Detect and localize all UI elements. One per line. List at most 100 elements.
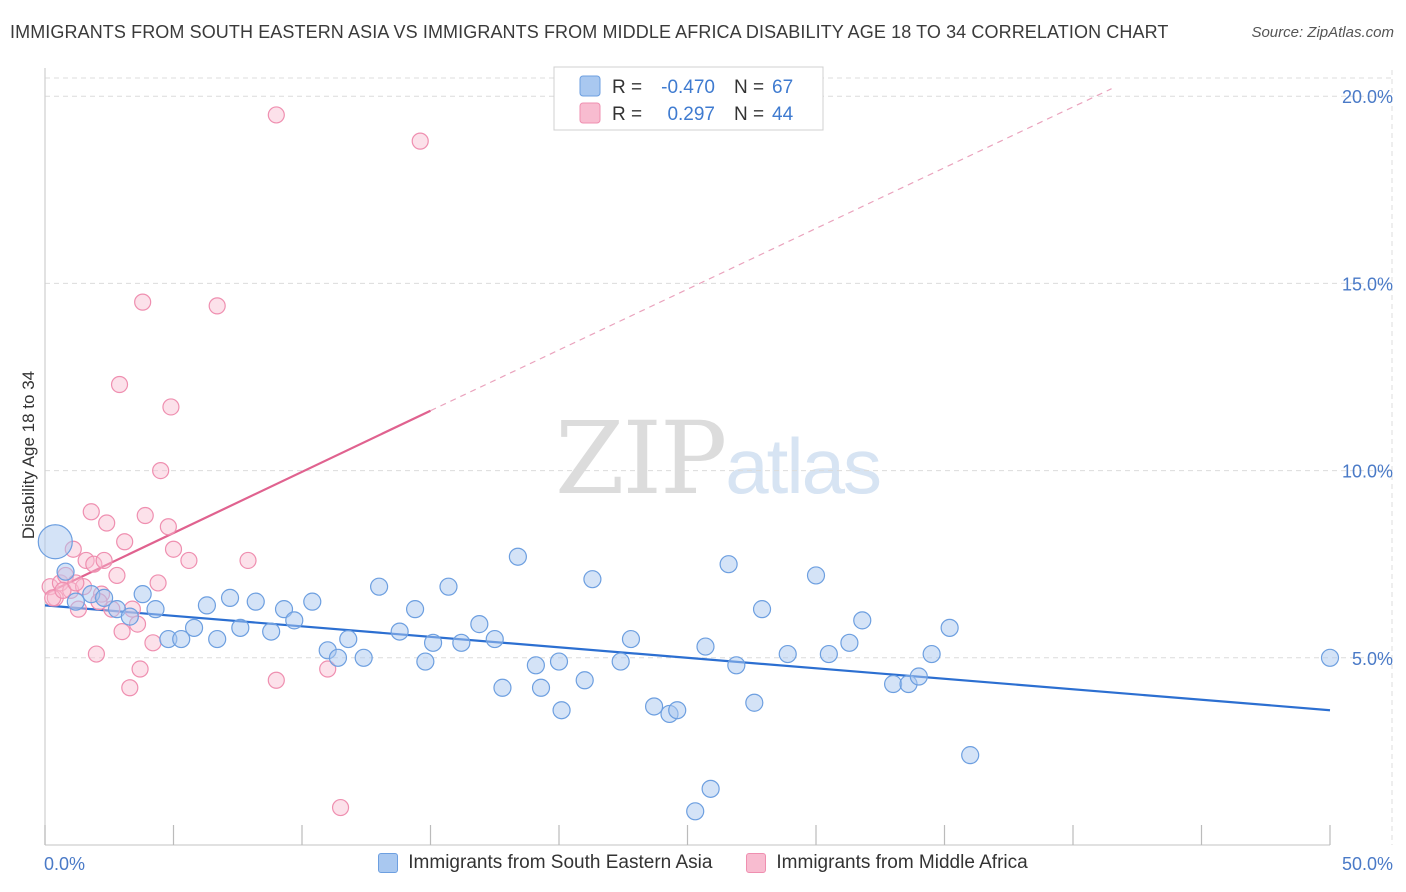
point-south-eastern-asia-29: [423, 633, 443, 652]
point-middle-africa-42: [67, 574, 85, 592]
point-south-eastern-asia-51: [727, 656, 746, 675]
point-south-eastern-asia-4: [95, 588, 114, 607]
point-middle-africa-27: [149, 574, 167, 592]
legend-r-label-blue: R =: [612, 77, 642, 98]
point-middle-africa-19: [116, 533, 134, 551]
point-middle-africa-14: [98, 514, 116, 532]
point-south-eastern-asia-30: [439, 577, 458, 596]
point-south-eastern-asia-38: [549, 652, 569, 671]
point-south-eastern-asia-46: [668, 701, 687, 720]
point-middle-africa-28: [152, 462, 170, 480]
point-south-eastern-asia-52: [745, 693, 764, 712]
point-south-eastern-asia-23: [339, 629, 358, 649]
point-south-eastern-asia-48: [696, 637, 715, 656]
point-south-eastern-asia-41: [583, 570, 602, 589]
point-south-eastern-asia-42: [611, 652, 630, 671]
x-tick-label-0: 0.0%: [44, 854, 85, 874]
point-south-eastern-asia-22: [328, 648, 348, 667]
y-tick-label-2: 15.0%: [1342, 274, 1393, 294]
legend-n-label-blue: N =: [734, 77, 764, 98]
point-south-eastern-asia-25: [370, 577, 389, 596]
point-south-eastern-asia-57: [840, 633, 859, 652]
watermark-zip: ZIP: [555, 400, 727, 517]
trend-line-middle-africa-extension: [430, 88, 1112, 412]
point-south-eastern-asia-39: [552, 701, 571, 720]
point-south-eastern-asia-1: [56, 562, 75, 581]
point-middle-africa-0: [41, 578, 59, 596]
point-middle-africa-16: [108, 566, 126, 585]
point-south-eastern-asia-27: [405, 600, 425, 619]
y-tick-label-1: 10.0%: [1342, 462, 1393, 482]
point-middle-africa-38: [331, 798, 350, 817]
source-label: Source: ZipAtlas.com: [1251, 24, 1394, 41]
points-middle-africa: [41, 106, 429, 817]
x-tick-label-1: 50.0%: [1342, 854, 1393, 874]
point-middle-africa-9: [82, 503, 100, 521]
point-south-eastern-asia-24: [354, 648, 373, 667]
point-south-eastern-asia-40: [575, 671, 594, 690]
point-south-eastern-asia-18: [274, 600, 294, 619]
y-axis-title: Disability Age 18 to 34: [19, 371, 38, 539]
point-south-eastern-asia-31: [452, 633, 471, 652]
series-legend-label-blue: Immigrants from South Eastern Asia: [408, 852, 713, 873]
legend-r-value-blue: -0.470: [661, 77, 715, 98]
point-south-eastern-asia-12: [197, 596, 217, 615]
point-south-eastern-asia-62: [922, 644, 941, 664]
chart-title: IMMIGRANTS FROM SOUTH EASTERN ASIA VS IM…: [10, 22, 1169, 42]
point-south-eastern-asia-34: [493, 678, 512, 697]
point-south-eastern-asia-61: [909, 667, 928, 686]
point-middle-africa-30: [162, 398, 180, 416]
point-south-eastern-asia-16: [246, 592, 265, 611]
point-middle-africa-23: [131, 660, 149, 678]
legend-n-value-pink: 44: [772, 104, 794, 125]
watermark: ZIPatlas: [555, 400, 882, 517]
point-middle-africa-10: [85, 555, 103, 573]
legend-swatch-blue: [579, 75, 601, 97]
point-south-eastern-asia-0: [37, 524, 73, 560]
point-south-eastern-asia-64: [961, 746, 980, 765]
point-middle-africa-24: [134, 293, 152, 311]
point-middle-africa-31: [164, 540, 183, 558]
axes: [44, 68, 1331, 846]
watermark-atlas: atlas: [725, 422, 882, 510]
point-south-eastern-asia-6: [120, 607, 139, 626]
point-middle-africa-33: [208, 297, 226, 315]
point-middle-africa-39: [411, 132, 429, 150]
point-south-eastern-asia-47: [686, 802, 705, 821]
point-south-eastern-asia-50: [719, 555, 738, 574]
point-south-eastern-asia-63: [940, 618, 959, 637]
point-middle-africa-26: [144, 634, 162, 652]
grid-lines: [45, 70, 1393, 845]
point-middle-africa-13: [95, 551, 113, 570]
legend-r-label-pink: R =: [612, 104, 642, 125]
point-middle-africa-41: [54, 581, 72, 600]
point-south-eastern-asia-8: [146, 600, 165, 619]
point-south-eastern-asia-14: [220, 588, 240, 607]
point-middle-africa-37: [319, 660, 337, 678]
legend-r-value-pink: 0.297: [667, 104, 715, 125]
point-south-eastern-asia-28: [416, 652, 435, 671]
trend-line-south-eastern-asia: [44, 604, 1331, 712]
point-south-eastern-asia-56: [819, 644, 838, 664]
trend-lines: [44, 88, 1331, 712]
series-legend: Immigrants from South Eastern Asia Immig…: [0, 852, 1406, 874]
point-south-eastern-asia-2: [66, 592, 85, 611]
legend-n-label-pink: N =: [734, 104, 764, 125]
series-legend-swatch-pink: [746, 853, 767, 873]
point-middle-africa-34: [239, 551, 257, 570]
point-middle-africa-35: [267, 671, 285, 689]
point-south-eastern-asia-58: [853, 611, 872, 630]
point-south-eastern-asia-43: [621, 629, 641, 649]
point-south-eastern-asia-35: [508, 547, 527, 566]
point-south-eastern-asia-49: [701, 779, 720, 798]
point-middle-africa-32: [180, 551, 198, 570]
point-south-eastern-asia-7: [133, 585, 152, 604]
point-south-eastern-asia-10: [172, 629, 191, 649]
series-legend-label-pink: Immigrants from Middle Africa: [776, 852, 1028, 873]
point-middle-africa-11: [87, 645, 106, 663]
series-legend-swatch-blue: [378, 853, 399, 873]
point-south-eastern-asia-20: [303, 592, 322, 611]
y-tick-label-0: 5.0%: [1352, 649, 1393, 669]
point-south-eastern-asia-11: [184, 618, 204, 637]
